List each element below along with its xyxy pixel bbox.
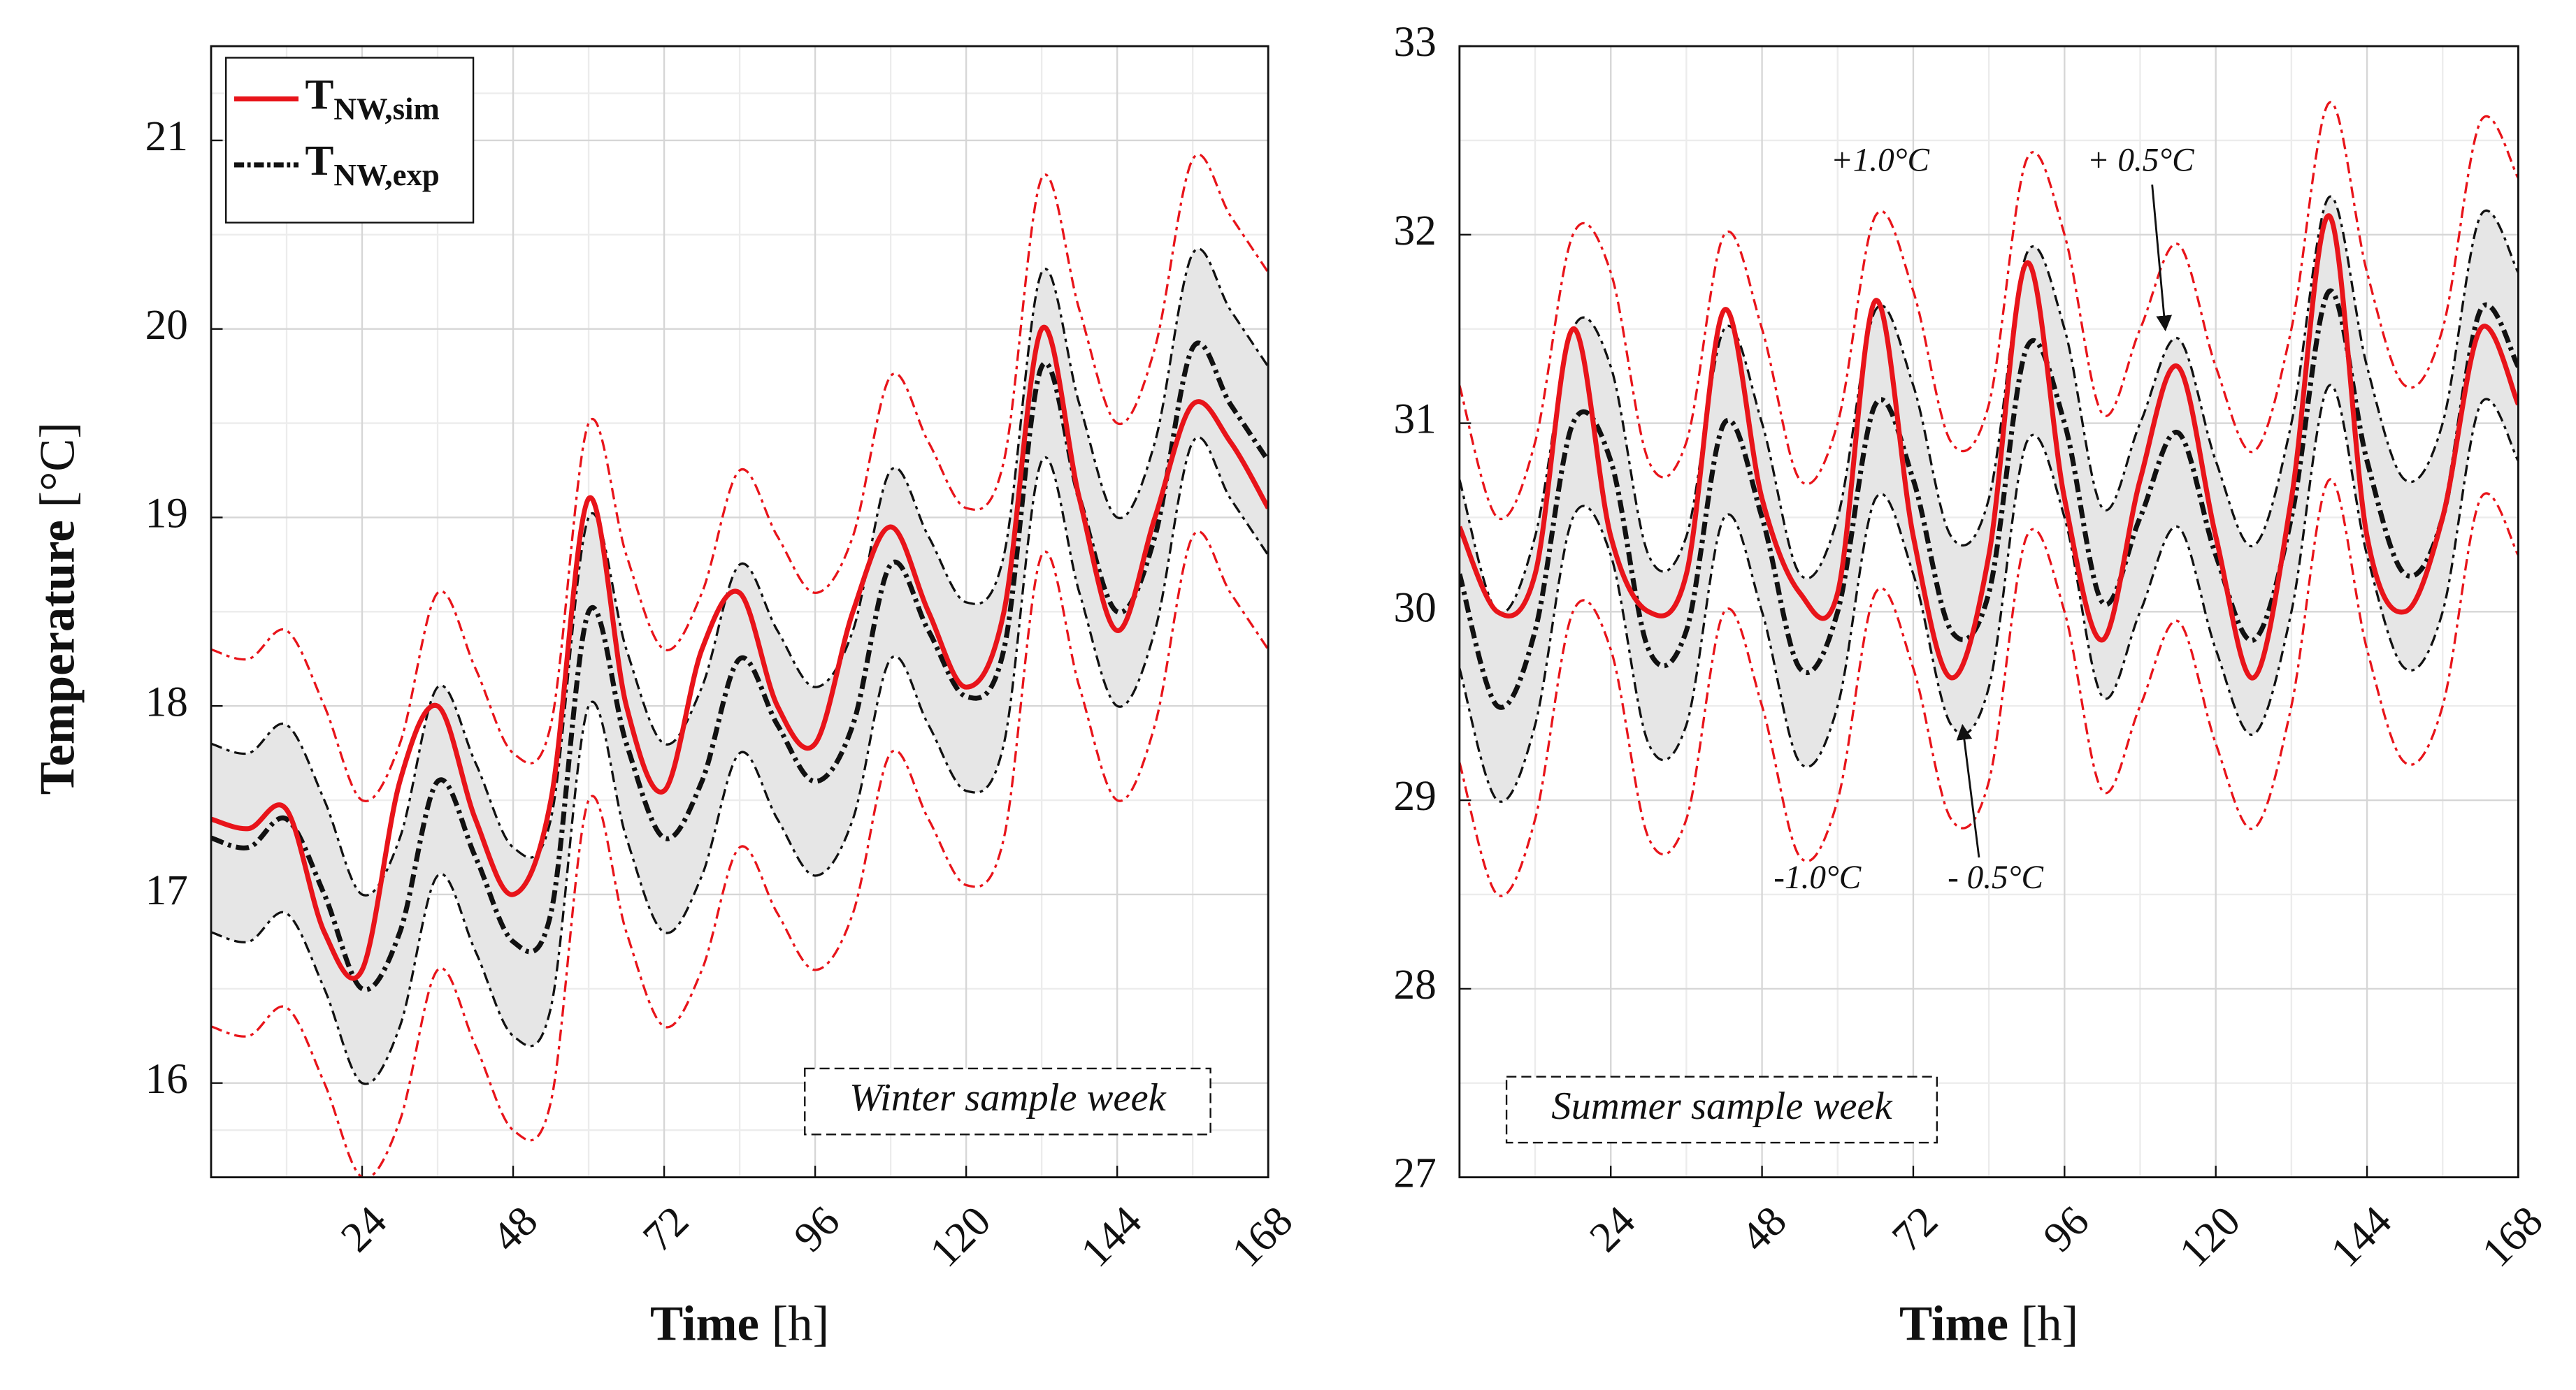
legend-subscript: NW,exp — [333, 157, 439, 192]
y-tick-label: 19 — [145, 490, 188, 537]
band-line — [1459, 101, 2519, 521]
x-label-name: Time — [650, 1297, 759, 1352]
legend-label: TNW,sim — [305, 71, 439, 126]
series-line — [1459, 213, 2519, 681]
legend-name: T — [305, 71, 333, 119]
y-axis-label: Temperature [°C] — [31, 422, 85, 795]
annotation: -1.0°C — [1773, 860, 1862, 896]
legend-label: TNW,exp — [305, 137, 439, 192]
band-area — [210, 248, 1269, 1085]
annotation: +1.0°C — [1831, 142, 1930, 178]
y-label-unit: [°C] — [31, 422, 85, 508]
x-tick-label: 168 — [1223, 1197, 1302, 1276]
band-line — [1459, 195, 2519, 614]
x-tick-label: 144 — [2322, 1197, 2401, 1276]
annotation: + 0.5°C — [2087, 142, 2194, 178]
x-label-unit: [h] — [2021, 1297, 2079, 1352]
x-tick-label: 48 — [1732, 1197, 1795, 1261]
band-line — [210, 436, 1269, 1085]
x-tick-label: 48 — [483, 1197, 547, 1261]
annotation-box — [1505, 1076, 1938, 1144]
y-label-name: Temperature — [31, 520, 85, 795]
legend-name: T — [305, 137, 333, 184]
x-tick-label: 72 — [1883, 1197, 1947, 1261]
y-tick-label: 17 — [145, 867, 188, 914]
y-tick-label: 21 — [145, 113, 188, 160]
band-line — [210, 153, 1269, 802]
legend-subscript: NW,sim — [333, 92, 439, 126]
band-line — [1459, 384, 2519, 803]
y-tick-label: 27 — [1393, 1150, 1436, 1197]
plot-area — [1459, 101, 2519, 897]
annotation-arrow — [2151, 184, 2173, 332]
y-tick-label: 20 — [145, 301, 188, 349]
y-tick-label: 28 — [1393, 961, 1436, 1008]
axes-box — [210, 45, 1269, 1179]
y-tick-label: 30 — [1393, 584, 1436, 631]
x-tick-label: 24 — [1581, 1197, 1644, 1261]
y-tick-label: 32 — [1393, 207, 1436, 254]
y-tick-label: 18 — [145, 678, 188, 725]
band-line — [210, 247, 1269, 897]
y-tick-label: 29 — [1393, 772, 1436, 820]
band-line — [210, 530, 1269, 1178]
x-label-name: Time — [1899, 1297, 2008, 1352]
x-axis-label: Time [h] — [650, 1297, 829, 1352]
x-tick-label: 72 — [634, 1197, 698, 1261]
annotation-arrow — [1956, 723, 1980, 858]
chart: 27 28 29 30 31 32 33 24 48 72 96 120 144 168 Time [h] S… — [1393, 18, 2552, 1352]
x-tick-label: 96 — [785, 1197, 849, 1261]
annotation: - 0.5°C — [1948, 860, 2043, 896]
x-tick-label: 96 — [2034, 1197, 2098, 1261]
x-tick-label: 144 — [1072, 1197, 1151, 1276]
axes-box — [1458, 45, 2519, 1179]
x-tick-label: 168 — [2473, 1197, 2552, 1276]
y-tick-label: 33 — [1393, 18, 1436, 66]
series-line — [210, 324, 1269, 981]
x-tick-label: 120 — [2171, 1197, 2250, 1276]
annotation-box — [804, 1067, 1211, 1136]
annotation: Summer sample week — [1551, 1085, 1892, 1128]
x-label-unit: [h] — [772, 1297, 830, 1352]
y-tick-label: 16 — [145, 1055, 188, 1103]
x-tick-label: 24 — [332, 1197, 396, 1261]
annotation: Winter sample week — [849, 1076, 1167, 1120]
y-tick-label: 31 — [1393, 396, 1436, 443]
plot-area — [210, 153, 1269, 1178]
legend-box — [225, 57, 475, 224]
x-axis-label: Time [h] — [1899, 1297, 2078, 1352]
x-tick-label: 120 — [921, 1197, 1000, 1276]
chart: 16 17 18 19 20 21 24 48 72 96 120 144 168 Time [h] Tem… — [31, 45, 1302, 1352]
band-line — [1459, 478, 2519, 897]
